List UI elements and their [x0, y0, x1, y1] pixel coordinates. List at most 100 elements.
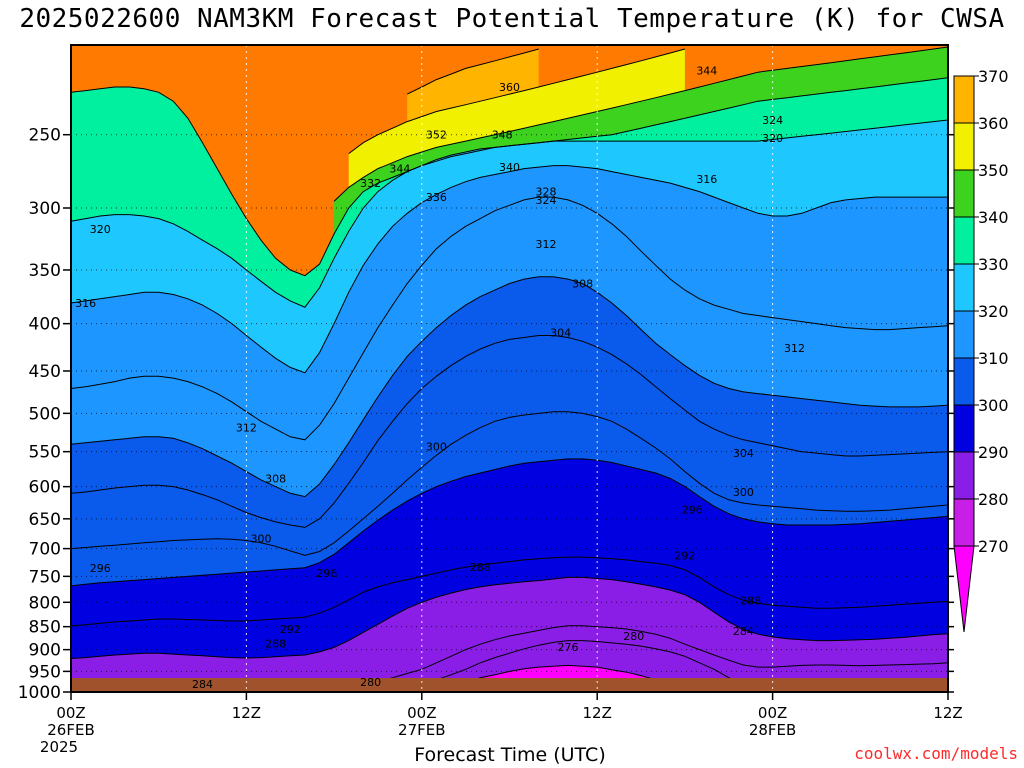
y-tick-label: 900: [29, 641, 61, 661]
x-tick-label: 00Z: [407, 704, 436, 722]
y-tick-label: 350: [29, 261, 61, 281]
chart-title: 2025022600 NAM3KM Forecast Potential Tem…: [19, 4, 1005, 34]
plot-frame: [70, 44, 949, 693]
x-tick-label: 12Z: [583, 704, 612, 722]
x-tick-label: 2025: [40, 738, 78, 756]
colorbar-label: 310: [978, 349, 1009, 368]
colorbar-swatch: [953, 357, 975, 406]
contour-label: 292: [674, 549, 695, 562]
contour-label: 300: [426, 441, 447, 454]
colorbar-label: 340: [978, 208, 1009, 227]
isentrope-288: [71, 576, 948, 659]
isentrope-312: [71, 196, 948, 441]
colorbar-swatch: [953, 169, 975, 218]
isentrope-330: [71, 77, 948, 277]
colorbar-swatch: [953, 498, 975, 547]
y-tick-label: 1000: [18, 683, 61, 703]
contour-label: 340: [499, 161, 520, 174]
contour-label: 328: [536, 186, 557, 199]
contour-label: 288: [470, 561, 491, 574]
colorbar-label: 350: [978, 161, 1009, 180]
contour-label: 292: [280, 623, 301, 636]
isentrope-276: [465, 664, 671, 687]
isentrope-300: [71, 411, 948, 556]
contour-label: 284: [192, 678, 213, 691]
contour-label: 348: [492, 129, 513, 142]
colorbar-bottom-arrow: [953, 545, 975, 633]
colorbar-label: 320: [978, 302, 1009, 321]
contour-label: 344: [696, 64, 717, 77]
contour-label: 324: [762, 114, 783, 127]
contour-label: 316: [75, 297, 96, 310]
isentrope-308: [71, 276, 948, 498]
contour-label: 308: [572, 278, 593, 291]
contour-label: 316: [696, 173, 717, 186]
contour-label: 304: [550, 327, 571, 340]
colorbar-swatch: [953, 122, 975, 171]
contour-label: 300: [251, 533, 272, 546]
colorbar-swatch: [953, 216, 975, 265]
source-credit-link[interactable]: coolwx.com/models: [854, 744, 1018, 763]
y-tick-label: 300: [29, 199, 61, 219]
contour-label: 320: [90, 223, 111, 236]
contour-label: 312: [784, 342, 805, 355]
x-tick-label: 26FEB: [47, 721, 94, 739]
contour-label: 296: [90, 562, 111, 575]
y-tick-label: 650: [29, 510, 61, 530]
contour-label: 320: [762, 132, 783, 145]
colorbar-label: 270: [978, 537, 1009, 556]
x-tick-label: 28FEB: [749, 721, 796, 739]
colorbar-label: 300: [978, 396, 1009, 415]
colorbar-label: 280: [978, 490, 1009, 509]
contour-label: 312: [236, 422, 257, 435]
contour-label: 296: [682, 503, 703, 516]
colorbar-label: 370: [978, 67, 1009, 86]
contour-label: 304: [733, 447, 754, 460]
colorbar-swatch: [953, 263, 975, 312]
contour-label: 360: [499, 81, 520, 94]
colorbar-swatch: [953, 404, 975, 453]
y-tick-label: 700: [29, 540, 61, 560]
contour-label: 332: [360, 177, 381, 190]
x-tick-label: 27FEB: [398, 721, 445, 739]
contour-label: 344: [389, 163, 410, 176]
isentrope-296: [71, 458, 948, 587]
contour-label: 288: [265, 637, 286, 650]
x-tick-label: 12Z: [933, 704, 962, 722]
x-tick-label: 12Z: [232, 704, 261, 722]
y-tick-label: 950: [29, 662, 61, 682]
y-tick-label: 600: [29, 478, 61, 498]
y-tick-label: 500: [29, 404, 61, 424]
x-tick-label: 00Z: [56, 704, 85, 722]
ground-terrain: [71, 678, 948, 692]
contour-label: 280: [623, 630, 644, 643]
contour-label: 308: [265, 473, 286, 486]
x-tick-label: 00Z: [758, 704, 787, 722]
contour-label: 312: [536, 238, 557, 251]
contour-label: 280: [360, 676, 381, 689]
y-tick-label: 750: [29, 567, 61, 587]
colorbar-label: 330: [978, 255, 1009, 274]
colorbar-swatch: [953, 75, 975, 124]
contour-label: 276: [557, 641, 578, 654]
colorbar-swatch: [953, 310, 975, 359]
contour-label: 324: [536, 194, 557, 207]
contour-label: 336: [426, 191, 447, 204]
y-tick-label: 850: [29, 618, 61, 638]
contour-label: 296: [316, 567, 337, 580]
y-tick-label: 250: [29, 126, 61, 146]
colorbar-label: 360: [978, 114, 1009, 133]
contour-label: 300: [733, 486, 754, 499]
x-axis-label: Forecast Time (UTC): [414, 744, 606, 766]
contour-label: 284: [733, 625, 754, 638]
isentrope-280: [111, 640, 948, 692]
contour-label: 288: [740, 594, 761, 607]
y-tick-label: 400: [29, 315, 61, 335]
isentrope-350: [348, 48, 686, 155]
y-tick-label: 550: [29, 443, 61, 463]
y-tick-label: 450: [29, 362, 61, 382]
colorbar-label: 290: [978, 443, 1009, 462]
colorbar-swatch: [953, 451, 975, 500]
